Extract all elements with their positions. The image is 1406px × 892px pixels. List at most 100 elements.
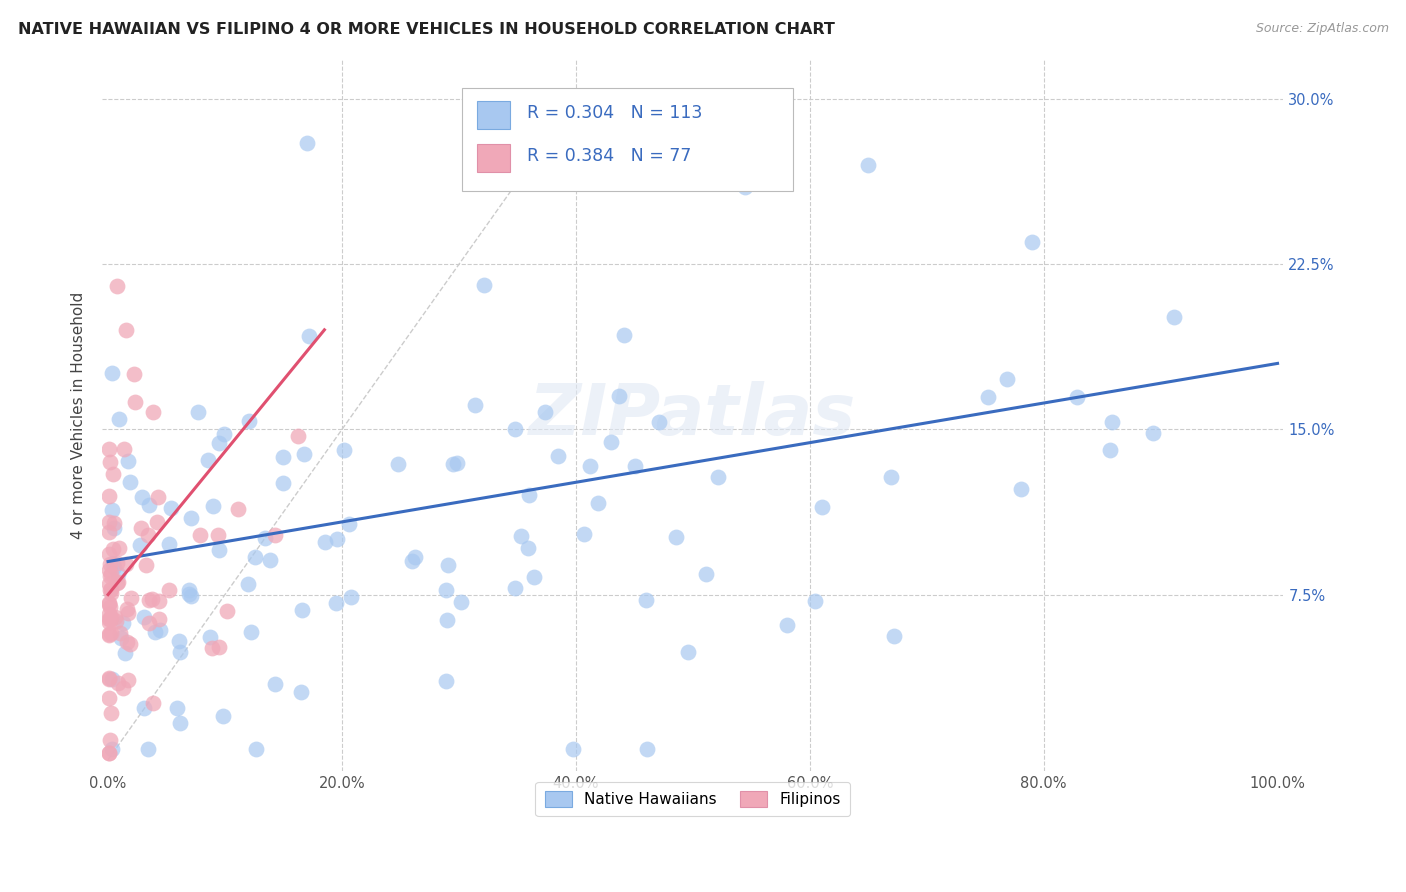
Point — [117, 602, 139, 616]
Point — [292, 447, 315, 461]
Point — [100, 741, 122, 756]
Point — [135, 558, 157, 573]
Point — [98, 490, 121, 504]
Point — [208, 436, 231, 450]
Point — [134, 609, 156, 624]
FancyBboxPatch shape — [463, 88, 793, 191]
Point — [271, 476, 294, 491]
Point — [450, 594, 472, 608]
Point — [634, 593, 657, 607]
Point — [111, 681, 134, 695]
Point — [107, 279, 129, 293]
Point — [226, 502, 249, 516]
Text: R = 0.384   N = 77: R = 0.384 N = 77 — [527, 146, 692, 165]
Point — [100, 626, 122, 640]
Point — [117, 673, 139, 687]
Point — [811, 500, 834, 514]
Point — [98, 626, 121, 640]
Point — [134, 701, 156, 715]
Point — [138, 615, 160, 630]
Point — [103, 521, 125, 535]
Point — [103, 556, 125, 570]
Point — [166, 701, 188, 715]
Text: Source: ZipAtlas.com: Source: ZipAtlas.com — [1256, 22, 1389, 36]
Point — [98, 746, 121, 760]
Point — [146, 515, 169, 529]
Point — [98, 611, 121, 625]
Text: NATIVE HAWAIIAN VS FILIPINO 4 OR MORE VEHICLES IN HOUSEHOLD CORRELATION CHART: NATIVE HAWAIIAN VS FILIPINO 4 OR MORE VE… — [18, 22, 835, 37]
Point — [1098, 443, 1121, 458]
Point — [107, 567, 129, 582]
Point — [98, 576, 121, 591]
Point — [600, 435, 623, 450]
Point — [148, 612, 170, 626]
Point — [325, 596, 347, 610]
Point — [264, 677, 287, 691]
Point — [245, 741, 267, 756]
Text: R = 0.304   N = 113: R = 0.304 N = 113 — [527, 104, 703, 122]
Point — [290, 685, 312, 699]
Point — [98, 583, 121, 598]
Point — [613, 328, 636, 343]
Point — [142, 696, 165, 710]
Point — [157, 583, 180, 598]
Point — [98, 690, 121, 705]
Point — [114, 646, 136, 660]
Text: ZIPatlas: ZIPatlas — [529, 381, 856, 450]
Point — [522, 570, 544, 584]
Point — [108, 541, 131, 555]
Point — [1101, 415, 1123, 429]
Point — [648, 415, 671, 429]
Point — [148, 490, 170, 504]
Point — [239, 624, 262, 639]
Point — [434, 673, 457, 688]
Point — [100, 706, 122, 720]
Point — [142, 404, 165, 418]
Point — [271, 450, 294, 464]
Point — [100, 567, 122, 582]
Point — [1010, 482, 1032, 496]
Point — [98, 615, 121, 630]
Point — [676, 645, 699, 659]
Point — [136, 741, 159, 756]
Point — [98, 607, 121, 621]
Point — [572, 526, 595, 541]
Point — [160, 500, 183, 515]
Point — [238, 414, 260, 428]
Point — [120, 637, 142, 651]
Point — [401, 554, 423, 568]
Point — [104, 610, 127, 624]
Point — [880, 470, 903, 484]
Point — [734, 180, 756, 194]
Point — [100, 455, 122, 469]
Point — [547, 449, 569, 463]
Point — [441, 457, 464, 471]
Point — [707, 469, 730, 483]
Point — [169, 645, 191, 659]
Point — [100, 586, 122, 600]
Point — [339, 590, 361, 604]
Point — [1142, 426, 1164, 441]
Point — [143, 625, 166, 640]
Point — [387, 457, 409, 471]
Point — [117, 607, 139, 621]
Point — [202, 499, 225, 513]
Point — [98, 547, 121, 561]
Point — [1021, 235, 1043, 250]
Point — [108, 412, 131, 426]
Point — [169, 633, 191, 648]
Point — [103, 560, 125, 574]
Point — [103, 467, 125, 481]
Point — [148, 594, 170, 608]
Point — [100, 502, 122, 516]
Point — [1163, 310, 1185, 324]
Point — [446, 456, 468, 470]
Point — [337, 516, 360, 531]
Point — [105, 614, 128, 628]
Point — [259, 553, 281, 567]
Point — [333, 442, 356, 457]
Point — [188, 528, 211, 542]
Point — [98, 671, 121, 685]
Point — [98, 558, 121, 572]
Point — [236, 577, 259, 591]
